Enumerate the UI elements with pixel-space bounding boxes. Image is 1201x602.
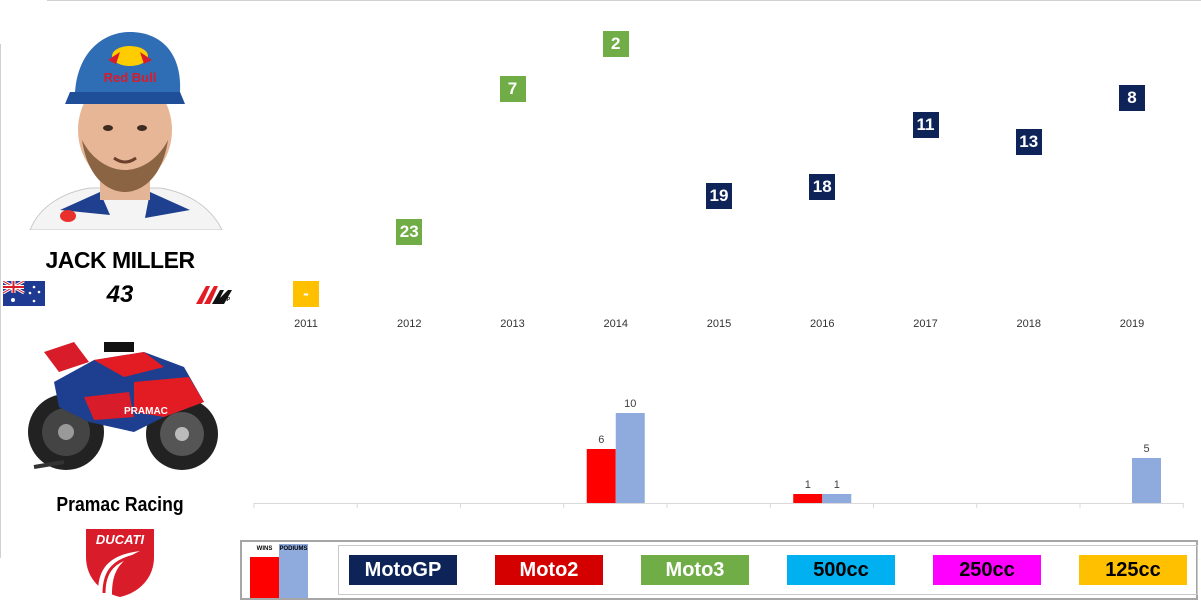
legend-class-moto2: Moto2 [495,555,603,585]
year-label-2013: 2013 [500,318,525,330]
left-border [0,44,1,558]
legend-wins-label: WINS [256,546,273,552]
top-border [47,0,1201,1]
positions-chart: - 2011 23 2012 7 2013 2 2014 19 2015 18 2016 11 2017 1… [240,0,1201,340]
position-marker-2019: 8 [1119,84,1145,111]
podiums-bar-2016 [822,494,852,503]
year-label-2015: 2015 [706,318,732,330]
legend-class-125cc: 125cc [1079,555,1187,585]
podiums-label-2014: 10 [624,398,636,410]
motogp-logo-icon: GP [196,286,232,304]
position-marker-2018: 13 [1015,129,1042,156]
year-label-2014: 2014 [603,318,628,330]
bike-livery-text: PRAMAC [124,406,168,417]
legend-class-moto3: Moto3 [641,555,749,585]
position-marker-2016: 18 [809,174,836,201]
rider-name: JACK MILLER [45,247,195,273]
wins-bar-2014 [586,449,616,503]
year-label-2016: 2016 [810,318,835,330]
position-marker-2011: - [293,281,319,307]
position-marker-2017: 11 [912,111,939,138]
year-label-2011: 2011 [294,318,318,330]
helmet-text: Red Bull [104,70,157,85]
svg-text:DUCATI: DUCATI [96,532,145,547]
position-marker-2012: 23 [396,219,423,245]
rider-number: 43 [106,281,134,308]
position-marker-2015: 19 [706,183,732,210]
position-marker-2013: 7 [499,75,526,102]
rider-portrait-icon: Red Bull [29,32,223,230]
legend-podiums-label: PODIUMS [279,546,308,552]
legend-class-500cc: 500cc [787,555,895,585]
year-label-2019: 2019 [1119,318,1145,330]
legend-podiums-swatch [279,544,308,598]
year-label-2017: 2017 [913,318,938,330]
legend-classes-box [338,545,1198,595]
year-label-2012: 2012 [397,318,422,330]
position-marker-2014: 2 [602,31,629,57]
podiums-bar-2014 [615,413,645,503]
year-label-2018: 2018 [1016,318,1041,330]
svg-text:GP: GP [223,297,231,303]
legend-class-250cc: 250cc [933,555,1041,585]
podiums-label-2019: 5 [1143,443,1149,455]
wins-label-2016: 1 [805,479,811,491]
team-name: Pramac Racing [56,494,184,516]
wins-label-2014: 6 [598,434,604,446]
podiums-label-2016: 1 [834,479,840,491]
legend-wins-swatch [250,557,279,598]
podiums-bar-2019 [1132,458,1161,503]
ducati-logo-icon: DUCATI [86,529,154,597]
motorcycle-icon: PRAMAC [28,342,218,470]
rider-panel: Red Bull JACK MILLER 43 GP PRA [0,0,240,602]
wins-bar-2016 [793,494,823,503]
australia-flag-icon [3,281,45,306]
legend-class-motogp: MotoGP [349,555,457,585]
